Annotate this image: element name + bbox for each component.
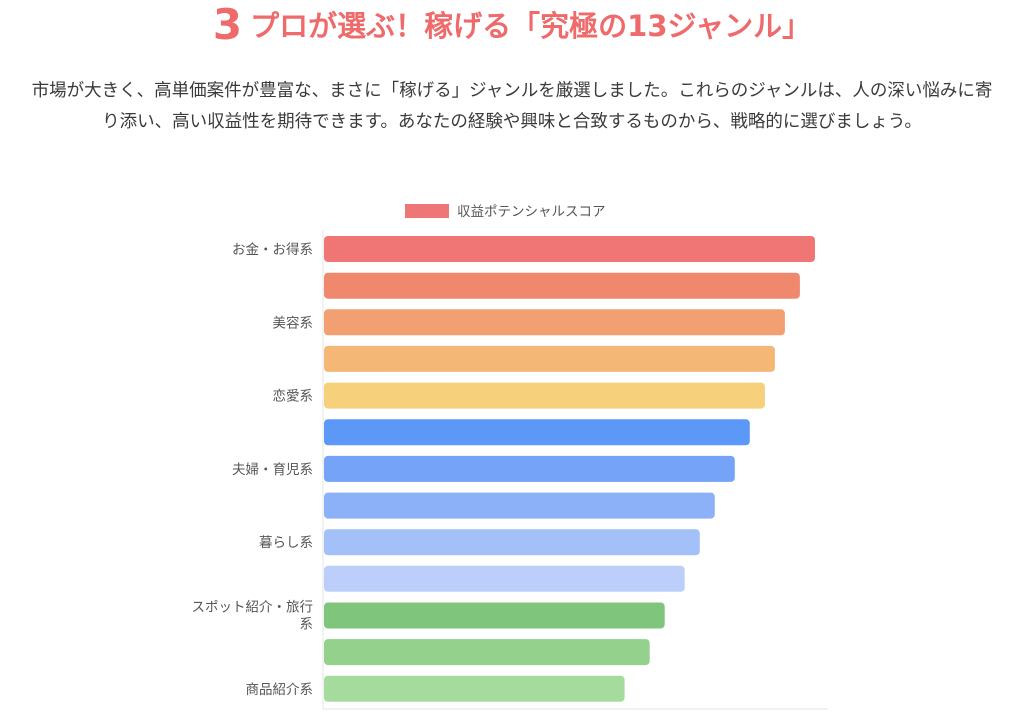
category-label-4: 恋愛系: [273, 388, 314, 405]
category-label-10: スポット紹介・旅行系: [192, 600, 314, 633]
section-heading: 3 プロが選ぶ！稼げる「究極の13ジャンル」: [0, 0, 1024, 49]
bar-3[interactable]: [324, 345, 775, 372]
bar-8[interactable]: [324, 529, 700, 556]
bar-7[interactable]: [324, 492, 715, 519]
category-label-0: お金・お得系: [232, 241, 313, 258]
bar-1[interactable]: [324, 272, 800, 299]
bar-12[interactable]: [324, 675, 625, 702]
chart-legend[interactable]: 収益ポテンシャルスコア: [405, 204, 606, 220]
bar-0[interactable]: [324, 236, 815, 262]
legend-label: 収益ポテンシャルスコア: [457, 204, 606, 220]
section-number: 3: [212, 0, 243, 49]
bar-group: [324, 236, 815, 702]
bar-5[interactable]: [324, 419, 750, 446]
category-label-8: 暮らし系: [259, 535, 313, 551]
category-label-2: 美容系: [273, 314, 314, 331]
legend-swatch: [405, 204, 449, 218]
intro-paragraph: 市場が大きく、高単価案件が豊富な、まさに「稼げる」ジャンルを厳選しました。これら…: [31, 81, 993, 132]
bar-2[interactable]: [324, 309, 785, 336]
category-label-12: 商品紹介系: [246, 682, 314, 698]
category-label-6: 夫婦・育児系: [232, 461, 313, 478]
bar-9[interactable]: [324, 565, 685, 592]
bar-11[interactable]: [324, 639, 650, 666]
revenue-potential-bar-chart: 収益ポテンシャルスコア お金・お得系美容系恋愛系夫婦・育児系暮らし系スポット紹介…: [192, 204, 828, 710]
bar-6[interactable]: [324, 455, 735, 482]
bar-10[interactable]: [324, 602, 665, 629]
bar-4[interactable]: [324, 382, 765, 409]
section-title: プロが選ぶ！稼げる「究極の13ジャンル」: [250, 9, 812, 43]
